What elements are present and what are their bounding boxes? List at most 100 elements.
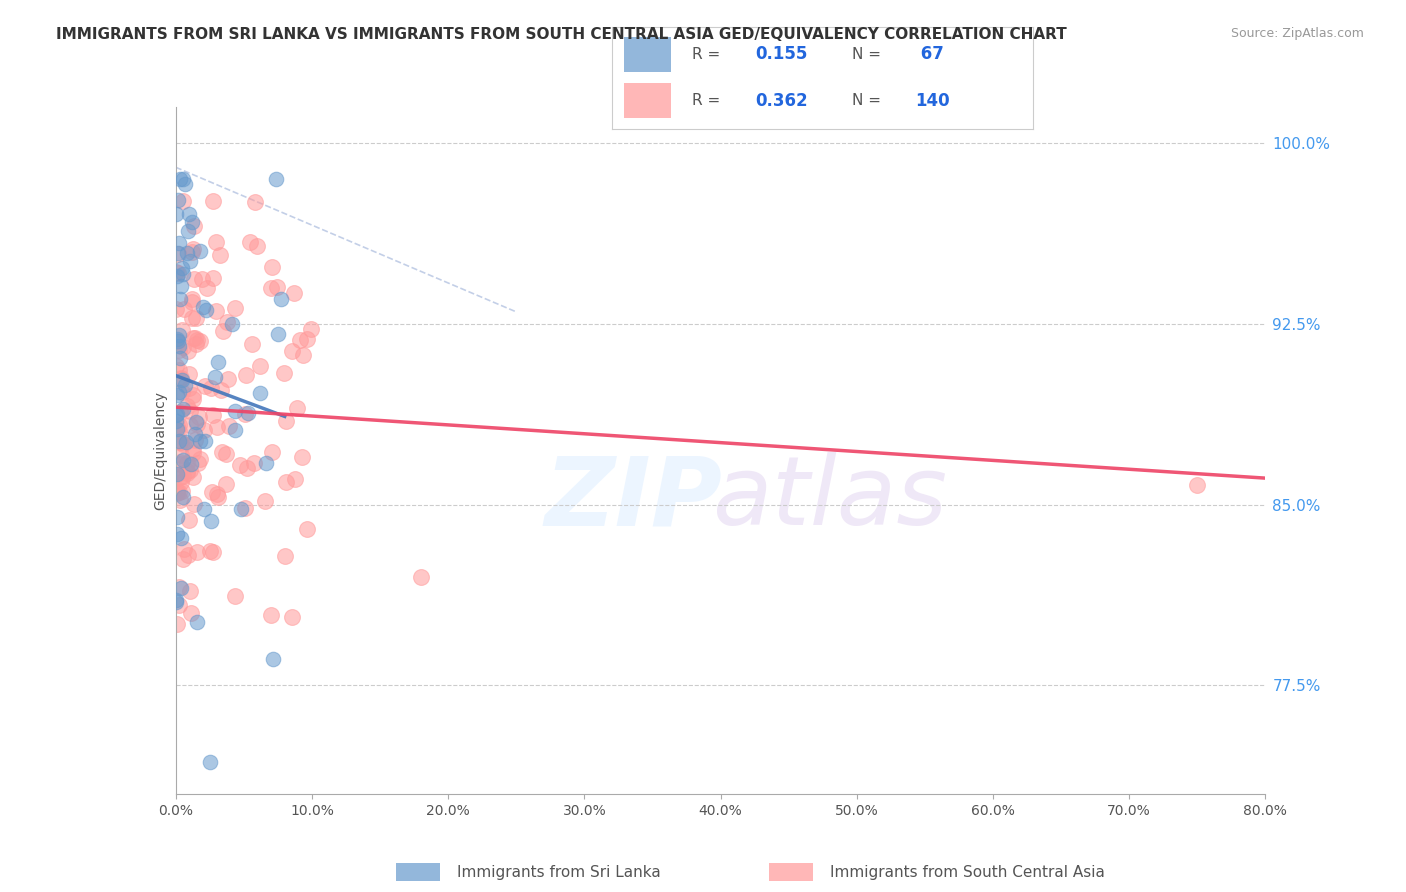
Point	[165, 595, 187, 609]
Point	[297, 522, 319, 536]
Point	[253, 494, 276, 508]
Point	[198, 544, 221, 558]
Point	[208, 248, 231, 262]
Point	[176, 246, 198, 260]
Point	[181, 446, 204, 460]
Point	[166, 246, 188, 260]
Point	[166, 407, 188, 421]
Point	[235, 368, 257, 382]
Point	[165, 408, 187, 422]
Point	[169, 172, 191, 186]
Point	[276, 414, 298, 428]
Point	[173, 302, 195, 317]
Point	[246, 238, 269, 252]
Point	[177, 381, 200, 395]
Point	[169, 457, 191, 471]
Point	[209, 383, 232, 397]
Point	[233, 407, 256, 421]
Point	[249, 359, 271, 374]
Point	[179, 253, 201, 268]
Text: 0.362: 0.362	[755, 92, 807, 110]
Point	[194, 434, 217, 449]
Point	[166, 332, 188, 346]
Point	[177, 549, 200, 563]
Point	[166, 422, 188, 436]
Text: ZIP: ZIP	[544, 452, 723, 545]
Point	[200, 514, 222, 528]
Point	[181, 215, 204, 229]
Point	[207, 490, 229, 504]
Point	[274, 549, 297, 563]
Text: IMMIGRANTS FROM SRI LANKA VS IMMIGRANTS FROM SOUTH CENTRAL ASIA GED/EQUIVALENCY : IMMIGRANTS FROM SRI LANKA VS IMMIGRANTS …	[56, 27, 1067, 42]
Point	[167, 266, 190, 280]
FancyBboxPatch shape	[624, 37, 671, 72]
Point	[166, 388, 188, 402]
Point	[167, 485, 190, 500]
Point	[179, 207, 201, 221]
Point	[236, 461, 259, 475]
Point	[181, 470, 204, 484]
Point	[276, 475, 298, 490]
Point	[181, 295, 204, 310]
Point	[195, 281, 218, 295]
Point	[170, 532, 193, 546]
Point	[224, 589, 246, 603]
Point	[165, 334, 187, 348]
Point	[166, 334, 188, 348]
Point	[177, 343, 200, 358]
Point	[217, 372, 239, 386]
Point	[174, 434, 197, 449]
Point	[292, 348, 315, 362]
Point	[167, 362, 190, 376]
Point	[205, 420, 228, 434]
Point	[166, 467, 188, 481]
Point	[172, 469, 194, 483]
Point	[169, 385, 191, 400]
Point	[224, 404, 246, 418]
Point	[186, 545, 208, 559]
Point	[165, 206, 187, 220]
Point	[184, 433, 207, 447]
Point	[243, 456, 266, 470]
Point	[170, 385, 193, 400]
Text: Immigrants from South Central Asia: Immigrants from South Central Asia	[830, 865, 1105, 880]
Point	[200, 381, 222, 395]
Point	[290, 333, 312, 347]
Text: Source: ZipAtlas.com: Source: ZipAtlas.com	[1230, 27, 1364, 40]
Point	[229, 458, 252, 472]
Point	[243, 194, 266, 209]
Point	[204, 304, 226, 318]
Point	[198, 755, 221, 769]
Point	[183, 497, 205, 511]
Point	[166, 484, 188, 499]
Point	[218, 418, 240, 433]
Point	[176, 466, 198, 480]
Point	[176, 465, 198, 479]
Point	[229, 501, 252, 516]
Point	[181, 311, 204, 326]
Point	[267, 327, 290, 342]
Point	[173, 172, 195, 186]
Point	[181, 388, 204, 402]
Point	[188, 434, 211, 449]
Point	[167, 418, 190, 433]
Point	[188, 244, 211, 259]
Text: 67: 67	[915, 45, 945, 63]
Point	[254, 456, 277, 470]
Point	[201, 194, 224, 208]
Point	[181, 331, 204, 345]
Point	[273, 366, 295, 380]
Point	[169, 405, 191, 419]
Point	[240, 337, 263, 351]
Point	[169, 493, 191, 508]
Point	[172, 340, 194, 354]
Point	[167, 193, 190, 207]
Point	[295, 332, 318, 346]
Point	[201, 484, 224, 499]
Point	[170, 323, 193, 337]
Point	[165, 468, 187, 483]
Text: R =: R =	[692, 93, 725, 108]
Point	[167, 235, 190, 250]
Point	[172, 437, 194, 451]
Point	[283, 285, 305, 300]
